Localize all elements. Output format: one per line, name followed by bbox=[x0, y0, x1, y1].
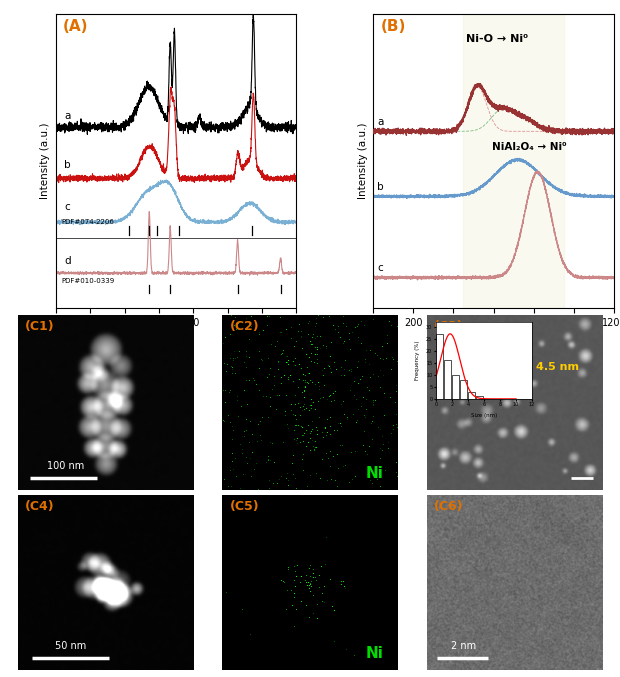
X-axis label: 2θ (°): 2θ (°) bbox=[159, 333, 193, 347]
Text: 100 nm: 100 nm bbox=[46, 460, 84, 471]
Text: a: a bbox=[377, 117, 383, 127]
Bar bbox=[464, 14, 564, 308]
Text: PDF#010-0339: PDF#010-0339 bbox=[61, 278, 114, 284]
Text: 4.5 nm: 4.5 nm bbox=[536, 362, 578, 372]
Text: (C1): (C1) bbox=[25, 320, 55, 333]
X-axis label: Temperature (°C): Temperature (°C) bbox=[442, 333, 545, 347]
Y-axis label: Intensity (a.u.): Intensity (a.u.) bbox=[40, 123, 50, 199]
Text: Ni: Ni bbox=[366, 466, 384, 481]
Text: (C2): (C2) bbox=[229, 320, 259, 333]
Text: b: b bbox=[64, 160, 71, 170]
Text: PDF#074-2206: PDF#074-2206 bbox=[61, 219, 114, 225]
Text: c: c bbox=[377, 263, 383, 274]
Text: 2 nm: 2 nm bbox=[451, 641, 476, 651]
Text: b: b bbox=[377, 182, 384, 192]
Text: (A): (A) bbox=[63, 20, 89, 35]
Text: 50 nm: 50 nm bbox=[55, 641, 86, 651]
Text: c: c bbox=[64, 202, 70, 213]
Text: (C4): (C4) bbox=[25, 500, 55, 513]
Text: NiAl₂O₄ → Ni⁰: NiAl₂O₄ → Ni⁰ bbox=[492, 141, 567, 152]
Text: (B): (B) bbox=[381, 20, 406, 35]
Text: d: d bbox=[64, 257, 71, 266]
Text: (C6): (C6) bbox=[434, 500, 464, 513]
Text: Ni: Ni bbox=[366, 647, 384, 661]
Text: (C5): (C5) bbox=[229, 500, 259, 513]
Text: a: a bbox=[64, 110, 71, 121]
Text: (C3): (C3) bbox=[434, 320, 464, 333]
Text: Ni-O → Ni⁰: Ni-O → Ni⁰ bbox=[466, 34, 529, 44]
Y-axis label: Intensity (a.u.): Intensity (a.u.) bbox=[358, 123, 368, 199]
